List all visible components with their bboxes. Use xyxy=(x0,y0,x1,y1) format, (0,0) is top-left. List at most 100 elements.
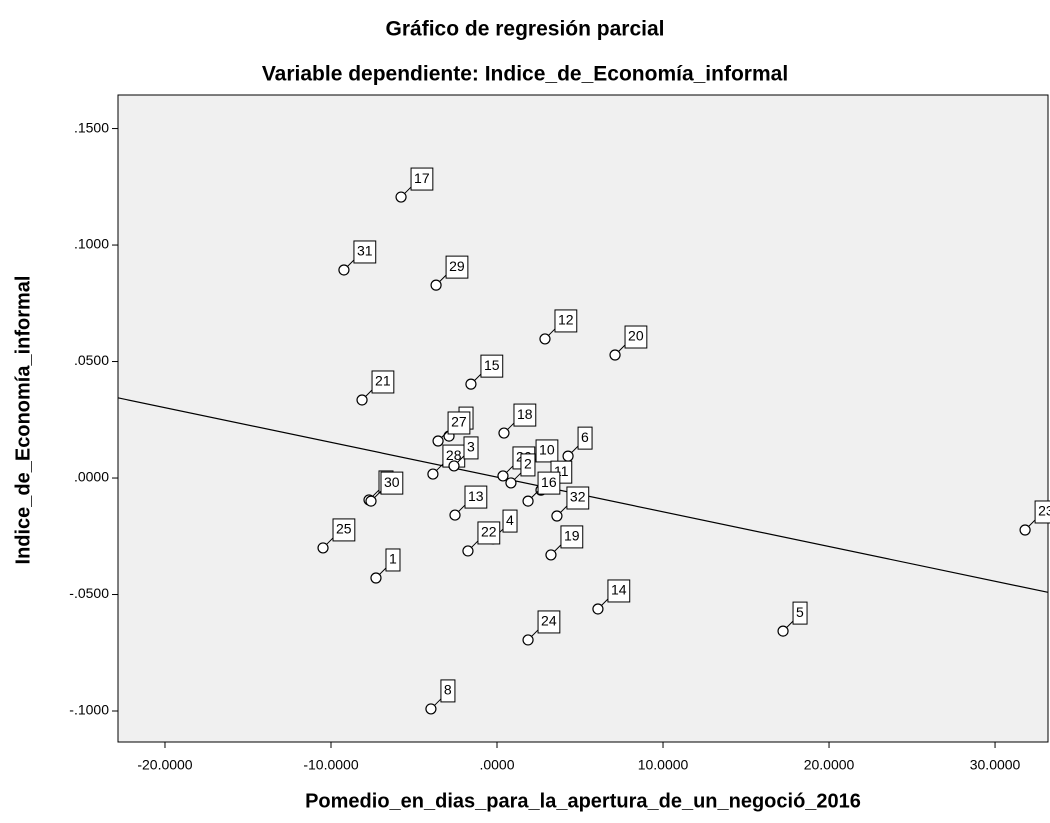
label-leader xyxy=(513,472,522,481)
point-label: 28 xyxy=(446,447,462,463)
point xyxy=(338,264,350,276)
point xyxy=(545,549,557,561)
label-leader xyxy=(457,504,466,513)
x-tick-label: -10.0000 xyxy=(303,757,358,773)
y-axis-title: Indice_de_Economía_informal xyxy=(12,276,34,565)
y-tick-label: .0500 xyxy=(74,352,109,368)
label-leader xyxy=(378,567,387,576)
point xyxy=(777,625,789,637)
point-label-box xyxy=(560,525,584,549)
label-leader xyxy=(473,373,482,382)
chart-subtitle: Variable dependiente: Indice_de_Economía… xyxy=(262,63,788,86)
point xyxy=(430,279,442,291)
point-label: 2 xyxy=(524,456,532,472)
label-leader xyxy=(617,344,626,353)
x-tick-label: 30.0000 xyxy=(970,757,1021,773)
label-leader xyxy=(364,389,373,398)
point xyxy=(1019,524,1031,536)
point-label-box xyxy=(447,411,471,435)
point-label: 1 xyxy=(389,551,397,567)
label-leader xyxy=(456,455,465,464)
point xyxy=(539,333,551,345)
point xyxy=(551,510,563,522)
label-leader xyxy=(506,422,515,431)
label-leader xyxy=(530,629,539,638)
plot-area xyxy=(117,94,1049,743)
point-label-box xyxy=(410,167,434,191)
point-label: 13 xyxy=(468,488,484,504)
point-label: 27 xyxy=(451,414,467,430)
point-label-box xyxy=(607,579,631,603)
point-label-box xyxy=(502,509,518,533)
point-label: 6 xyxy=(581,429,589,445)
point xyxy=(562,450,574,462)
point-label: 29 xyxy=(449,258,465,274)
point xyxy=(522,634,534,646)
point-label-box xyxy=(537,610,561,634)
point-label: 23 xyxy=(1038,503,1050,519)
point-label-box xyxy=(477,521,501,545)
point-label: 3 xyxy=(467,439,475,455)
point-label-box xyxy=(380,471,404,495)
point-label: 19 xyxy=(564,528,580,544)
point-label-box xyxy=(513,403,537,427)
point-label-box xyxy=(440,679,456,703)
point-label-box xyxy=(566,486,590,510)
point-label-box xyxy=(1034,500,1050,524)
point-label-box xyxy=(480,354,504,378)
point xyxy=(317,542,329,554)
point-label: 20 xyxy=(628,328,644,344)
point-label: 31 xyxy=(357,243,373,259)
point-label-box xyxy=(535,439,559,463)
point-label: 22 xyxy=(481,524,497,540)
y-tick-label: .1000 xyxy=(74,236,109,252)
point-label-box xyxy=(577,426,593,450)
label-leader xyxy=(570,445,579,454)
point xyxy=(505,477,517,489)
point xyxy=(462,545,474,557)
x-tick-label: 20.0000 xyxy=(804,757,855,773)
y-tick-label: .0000 xyxy=(74,469,109,485)
label-leader xyxy=(433,698,442,707)
point-label: 25 xyxy=(336,521,352,537)
point xyxy=(522,495,534,507)
point xyxy=(370,572,382,584)
point xyxy=(395,191,407,203)
point-label: 24 xyxy=(541,613,557,629)
point xyxy=(432,435,444,447)
point-label-box xyxy=(445,255,469,279)
point-label-box xyxy=(464,485,488,509)
point xyxy=(448,460,460,472)
point xyxy=(498,427,510,439)
point-label-box xyxy=(792,601,808,625)
label-leader xyxy=(373,490,382,499)
point-label: 5 xyxy=(796,604,804,620)
point-label-box xyxy=(554,309,578,333)
label-leader xyxy=(470,540,479,549)
point-label: 15 xyxy=(484,357,500,373)
point xyxy=(427,468,439,480)
point-label: 10 xyxy=(539,442,555,458)
chart-title: Gráfico de regresión parcial xyxy=(386,18,665,41)
point-label-box xyxy=(371,370,395,394)
point-label-box xyxy=(353,240,377,264)
point-label: 8 xyxy=(444,682,452,698)
label-leader xyxy=(403,186,412,195)
point-label-box xyxy=(537,471,561,495)
point-label: 21 xyxy=(375,373,391,389)
label-leader xyxy=(547,328,556,337)
point xyxy=(365,495,377,507)
point xyxy=(449,509,461,521)
point-label-box xyxy=(463,436,479,460)
point-label: 16 xyxy=(541,474,557,490)
label-leader xyxy=(346,259,355,268)
y-tick-label: -.0500 xyxy=(69,585,109,601)
label-leader xyxy=(553,544,562,553)
point-label: 18 xyxy=(517,406,533,422)
label-leader xyxy=(505,465,514,474)
label-leader xyxy=(785,620,794,629)
point-label-box xyxy=(624,325,648,349)
point xyxy=(609,349,621,361)
label-leader xyxy=(435,463,444,472)
point xyxy=(356,394,368,406)
